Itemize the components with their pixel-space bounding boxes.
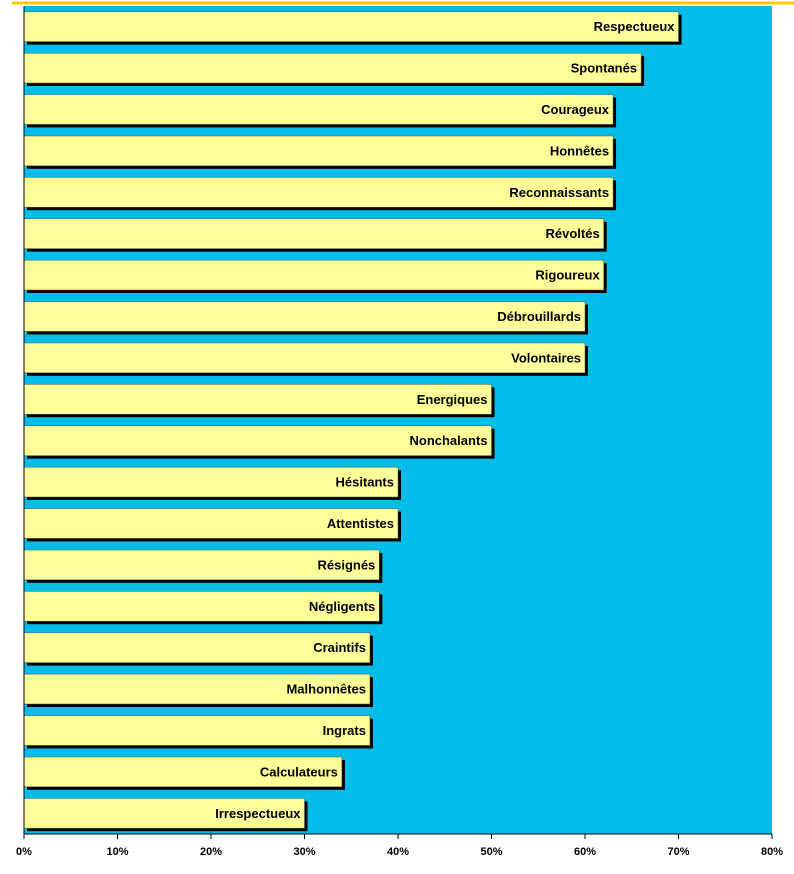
bar [23, 673, 371, 705]
bar-label: Ingrats [323, 723, 366, 738]
x-axis-ticks: 0% 10% 20% 30% 40% 50% 60% 70% 80% [16, 834, 783, 858]
bar-label: Résignés [317, 557, 375, 572]
x-tick-label: 0% [16, 846, 32, 858]
bar-label: Nonchalants [409, 433, 487, 448]
x-tick-label: 60% [574, 846, 596, 858]
bar-label: Révoltés [545, 226, 599, 241]
x-tick-label: 30% [293, 846, 315, 858]
x-tick-label: 40% [387, 846, 409, 858]
bar-label: Rigoureux [535, 268, 600, 283]
bar-group: Ingrats [23, 715, 373, 749]
bar-group: Energiques [23, 384, 495, 418]
bar [23, 549, 380, 581]
bar-group: Rigoureux [23, 259, 607, 294]
bar-label: Respectueux [594, 19, 676, 34]
bar-group: Attentistes [23, 508, 401, 542]
bar [23, 218, 604, 249]
x-tick-label: 20% [200, 846, 222, 858]
bar-label: Négligents [309, 599, 375, 614]
bar [23, 11, 679, 42]
bar-label: Attentistes [327, 516, 394, 531]
bar-group: Courageux [23, 94, 617, 128]
bar-label: Volontaires [511, 350, 581, 365]
bar-group: Honnêtes [23, 135, 617, 169]
bar-group: Négligents [23, 591, 383, 625]
bar [23, 384, 492, 415]
x-tick-label: 70% [667, 846, 689, 858]
bar-group: Révoltés [23, 218, 607, 252]
bar-group: Résignés [23, 549, 383, 583]
bar-group: Craintifs [23, 632, 373, 666]
bar-group: Calculateurs [23, 756, 345, 790]
bar [23, 466, 399, 498]
bar-label: Craintifs [313, 640, 366, 655]
bar [23, 135, 614, 167]
bar-label: Energiques [417, 392, 488, 407]
bar-label: Reconnaissants [509, 185, 609, 200]
x-tick-label: 50% [480, 846, 502, 858]
bar [23, 798, 305, 829]
bar [23, 425, 492, 456]
bar-group: Reconnaissants [23, 177, 617, 211]
bar [23, 177, 614, 208]
bar [23, 342, 586, 374]
bar-label: Hésitants [335, 475, 394, 490]
bar [23, 591, 380, 622]
bar-label: Calculateurs [260, 764, 338, 779]
bar-label: Courageux [541, 102, 610, 117]
bars-group: Respectueux Spontanés Courageux Honnêtes Rec… [23, 11, 682, 832]
bar-label: Spontanés [571, 61, 637, 76]
bar-group: Débrouillards [23, 301, 588, 335]
bar-label: Irrespectueux [215, 806, 301, 821]
bar-group: Malhonnêtes [23, 673, 373, 708]
bar-label: Malhonnêtes [286, 682, 365, 697]
bar [23, 715, 371, 746]
bar [23, 508, 399, 539]
bar [23, 52, 642, 84]
bar-group: Nonchalants [23, 425, 495, 459]
bar-label: Honnêtes [550, 143, 609, 158]
bar-group: Irrespectueux [23, 798, 308, 832]
bar-group: Volontaires [23, 342, 588, 376]
bar-group: Spontanés [23, 52, 645, 87]
bar-group: Respectueux [23, 11, 682, 45]
x-tick-label: 10% [106, 846, 128, 858]
plot-area [24, 6, 772, 834]
bar [23, 259, 604, 291]
x-tick-label: 80% [761, 846, 783, 858]
bar [23, 94, 614, 125]
bar-label: Débrouillards [497, 309, 581, 324]
bar-group: Hésitants [23, 466, 401, 501]
